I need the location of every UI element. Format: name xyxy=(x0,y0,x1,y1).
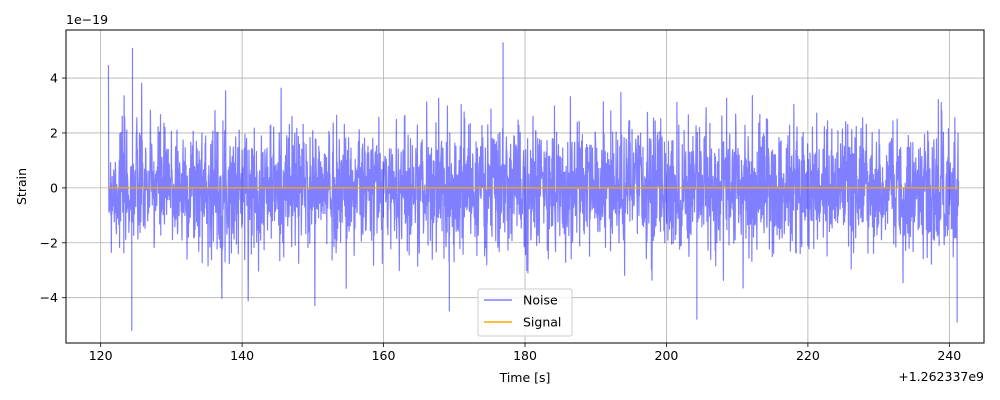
x-offset-label: +1.262337e9 xyxy=(898,369,984,384)
x-tick-label: 180 xyxy=(513,348,537,363)
y-tick-label: −2 xyxy=(40,235,58,250)
x-tick-label: 220 xyxy=(796,348,820,363)
y-axis-label: Strain xyxy=(14,168,29,205)
x-tick-label: 160 xyxy=(372,348,396,363)
legend-label-signal: Signal xyxy=(523,315,561,330)
y-scale-label: 1e−19 xyxy=(66,12,108,27)
x-tick-label: 140 xyxy=(230,348,254,363)
noise-series xyxy=(107,42,960,331)
x-tick-label: 240 xyxy=(937,348,961,363)
x-axis-ticks: 120 140 160 180 200 220 240 xyxy=(89,343,961,363)
y-tick-label: 2 xyxy=(50,125,58,140)
x-axis-label: Time [s] xyxy=(499,370,551,385)
y-tick-label: −4 xyxy=(40,290,58,305)
legend-label-noise: Noise xyxy=(523,293,558,308)
x-tick-label: 200 xyxy=(655,348,679,363)
y-axis-ticks: −4 −2 0 2 4 xyxy=(40,71,66,305)
y-tick-label: 0 xyxy=(50,180,58,195)
legend: Noise Signal xyxy=(477,288,573,337)
x-tick-label: 120 xyxy=(89,348,113,363)
y-tick-label: 4 xyxy=(50,71,58,86)
noise-line xyxy=(107,42,960,331)
